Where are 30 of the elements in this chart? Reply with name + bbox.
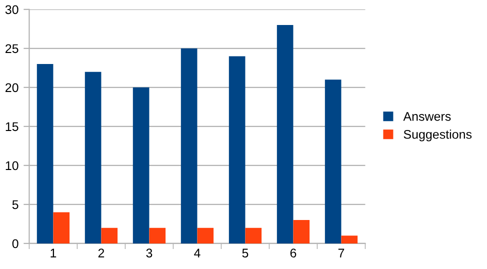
x-tick-label: 2	[98, 248, 104, 258]
bar	[245, 228, 262, 244]
bar	[53, 212, 70, 244]
y-tick-label: 5	[12, 200, 18, 210]
y-tick-label: 0	[12, 239, 18, 248]
bar	[228, 56, 246, 244]
bar	[180, 48, 198, 244]
bar	[276, 25, 294, 244]
legend-label: Answers	[403, 112, 451, 121]
x-tick-label: 6	[290, 248, 296, 258]
x-tick-label: 3	[146, 248, 152, 258]
x-tick-label: 7	[338, 248, 344, 258]
bar	[293, 220, 310, 244]
bar	[101, 228, 118, 244]
y-tick-label: 30	[5, 5, 18, 14]
y-tick-label: 15	[6, 122, 18, 132]
x-tick-label: 5	[242, 248, 248, 258]
bar	[324, 80, 342, 244]
bar	[36, 64, 54, 244]
x-tick-label: 1	[50, 248, 56, 258]
y-tick-label: 10	[6, 161, 18, 170]
bar	[149, 228, 166, 244]
y-tick-label: 20	[6, 83, 18, 92]
bar	[132, 87, 150, 244]
bar	[341, 236, 358, 244]
x-tick-label: 4	[194, 248, 200, 258]
bar	[84, 72, 102, 244]
y-tick-label: 25	[6, 44, 18, 54]
bar	[197, 228, 214, 244]
legend-label: Suggestions	[404, 130, 472, 142]
